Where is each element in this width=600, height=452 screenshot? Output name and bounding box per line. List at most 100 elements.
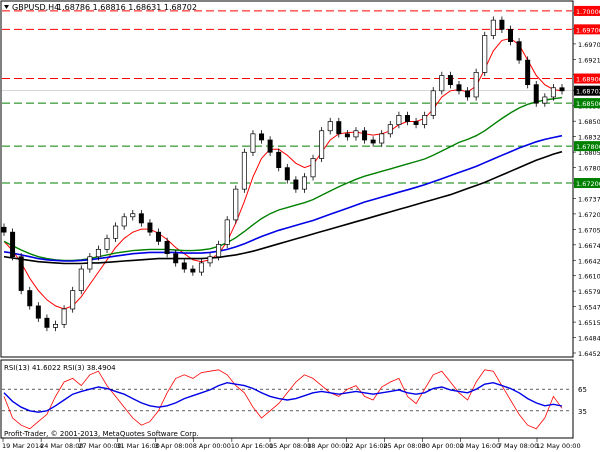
candle-body-50 (430, 90, 436, 116)
current-price-badge (574, 85, 600, 96)
candle-body-37 (319, 130, 325, 159)
price-candles (1, 16, 565, 332)
ma-line-3 (3, 150, 563, 265)
level-badge-2 (574, 73, 600, 84)
candle-body-15 (130, 213, 136, 218)
price-tick-label-2: 1.69700 (578, 41, 600, 49)
candle-body-33 (284, 167, 290, 181)
price-tick-label-9: 1.68050 (578, 149, 600, 157)
candle-body-27 (233, 188, 239, 221)
candle-body-13 (113, 225, 119, 239)
time-tick-label-3: 31 Mar 16:00 (116, 442, 159, 450)
candle-body-39 (336, 121, 342, 135)
candle-body-7 (61, 308, 67, 325)
candle-body-5 (44, 317, 50, 328)
candle-body-12 (104, 237, 110, 250)
rsi-indicator-label: RSI(13) 41.6022 RSI(3) 38.4904 (4, 364, 116, 372)
level-badge-label-2: 1.68900 (576, 76, 600, 84)
candle-body-22 (190, 268, 196, 273)
candle-body-4 (35, 305, 41, 319)
level-badge-label-0: 1.70000 (576, 8, 600, 16)
candle-body-32 (276, 151, 282, 168)
price-tick-label-13: 1.67200 (578, 211, 600, 219)
candle-body-30 (259, 133, 265, 141)
price-tick-label-8: 1.68320 (578, 134, 600, 142)
candle-body-31 (267, 139, 273, 153)
time-tick-label-10: 25 Apr 08:00 (383, 442, 425, 450)
candle-body-48 (413, 121, 419, 125)
candle-body-35 (301, 176, 307, 190)
candle-body-49 (422, 115, 428, 125)
price-tick-label-12: 1.67370 (578, 195, 600, 203)
candle-body-54 (465, 90, 471, 98)
time-tick-label-5: 8 Apr 00:00 (193, 442, 231, 450)
candle-body-53 (456, 84, 462, 92)
price-tick-label-21: 1.64840 (578, 335, 600, 343)
candle-body-65 (559, 87, 565, 92)
candle-body-28 (241, 151, 247, 190)
time-tick-label-7: 15 Apr 08:00 (269, 442, 311, 450)
candle-body-62 (533, 84, 539, 104)
candle-body-25 (216, 244, 222, 258)
time-tick-label-13: 7 May 08:00 (498, 442, 538, 450)
candle-body-55 (473, 72, 479, 98)
chart-symbol-label: GBPUSD,H4 (12, 3, 59, 12)
level-badge-1 (574, 24, 600, 35)
level-badge-3 (574, 98, 600, 109)
time-tick-label-1: 24 Mar 08:00 (40, 442, 83, 450)
candle-body-16 (138, 213, 144, 224)
copyright-label: Profit-Trader, © 2001-2013, MetaQuotes S… (4, 430, 199, 438)
candle-body-64 (550, 87, 556, 98)
time-tick-label-9: 22 Apr 16:00 (345, 442, 387, 450)
candle-body-46 (396, 115, 402, 125)
candle-body-42 (362, 130, 368, 141)
level-badge-4 (574, 141, 600, 152)
candle-body-6 (53, 323, 59, 328)
candle-body-36 (310, 158, 316, 178)
candle-body-24 (207, 256, 213, 264)
candle-body-29 (250, 133, 256, 153)
price-tick-label-17: 1.66100 (578, 273, 600, 281)
time-tick-label-14: 12 May 00:00 (536, 442, 581, 450)
rsi-level-label-0: 65 (578, 386, 587, 394)
candle-body-51 (439, 75, 445, 92)
price-badges: 1.70000 1.69700 1.68900 1.68500 1.67800 1.672… (574, 5, 600, 188)
chart-ohlc-values: 1.68786 1.68816 1.68631 1.68702 (57, 3, 197, 12)
chart-arrow-icon (4, 5, 9, 9)
rsi-level-label-1: 35 (578, 408, 587, 416)
candle-body-61 (525, 59, 531, 86)
candle-body-60 (516, 41, 522, 61)
candle-body-56 (482, 35, 488, 73)
candle-body-9 (78, 268, 84, 291)
level-badge-0 (574, 5, 600, 16)
candle-body-40 (344, 133, 350, 138)
rsi3-line (3, 369, 563, 430)
candle-body-59 (507, 29, 513, 42)
candle-body-47 (404, 115, 410, 122)
price-tick-label-3: 1.69210 (578, 56, 600, 64)
candle-body-19 (164, 241, 170, 255)
candle-body-17 (147, 222, 153, 233)
candle-body-38 (327, 121, 333, 132)
price-tick-label-15: 1.66740 (578, 242, 600, 250)
candle-body-43 (370, 139, 376, 144)
time-tick-label-12: 2 May 16:00 (460, 442, 500, 450)
price-tick-label-18: 1.65790 (578, 288, 600, 296)
time-tick-label-4: 3 Apr 08:00 (155, 442, 193, 450)
current-price-badge-label: 1.68702 (576, 88, 600, 96)
time-tick-label-8: 18 Apr 00:00 (307, 442, 349, 450)
price-tick-label-16: 1.66420 (578, 257, 600, 265)
candle-body-41 (353, 130, 359, 138)
candle-body-1 (10, 231, 16, 258)
candle-body-52 (447, 75, 453, 86)
rsi-lines: 65 35 (2, 369, 587, 430)
candle-body-14 (121, 216, 127, 227)
rsi-panel-frame (0, 359, 574, 439)
price-tick-label-22: 1.64520 (578, 350, 600, 358)
candle-body-63 (542, 96, 548, 104)
candle-body-8 (70, 290, 76, 310)
price-tick-label-10: 1.67800 (578, 165, 600, 173)
